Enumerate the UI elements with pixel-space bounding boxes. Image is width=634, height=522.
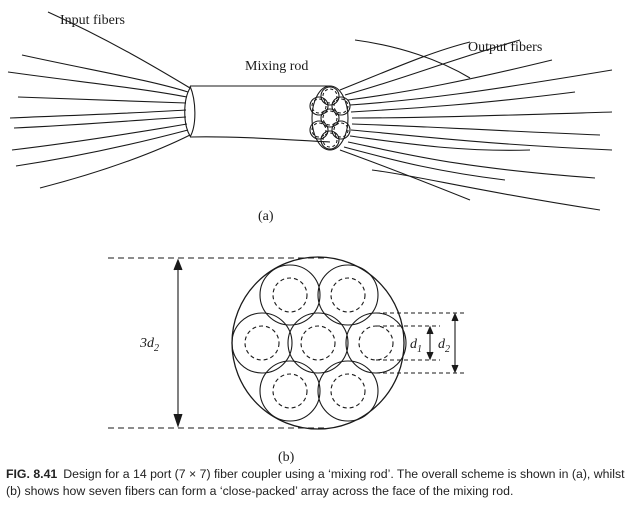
part-a-label: (a) (258, 209, 274, 224)
part-b-label: (b) (278, 450, 295, 465)
mixing-rod-label: Mixing rod (245, 59, 308, 74)
figure-number: FIG. 8.41 (6, 467, 58, 481)
dim-d1-label: d1 (410, 337, 422, 355)
input-fibers-label: Input fibers (60, 13, 125, 28)
dim-d2-label: d2 (438, 337, 450, 355)
input-fibers (7, 11, 196, 189)
cross-section (108, 256, 466, 430)
output-fibers (339, 39, 613, 211)
figure-caption: FIG. 8.41 Design for a 14 port (7 × 7) fi… (6, 466, 630, 500)
caption-text: Design for a 14 port (7 × 7) fiber coupl… (6, 467, 625, 498)
output-fibers-label: Output fibers (468, 40, 542, 55)
mixing-rod (189, 85, 351, 151)
dim-3d2-label: 3d2 (139, 336, 159, 354)
